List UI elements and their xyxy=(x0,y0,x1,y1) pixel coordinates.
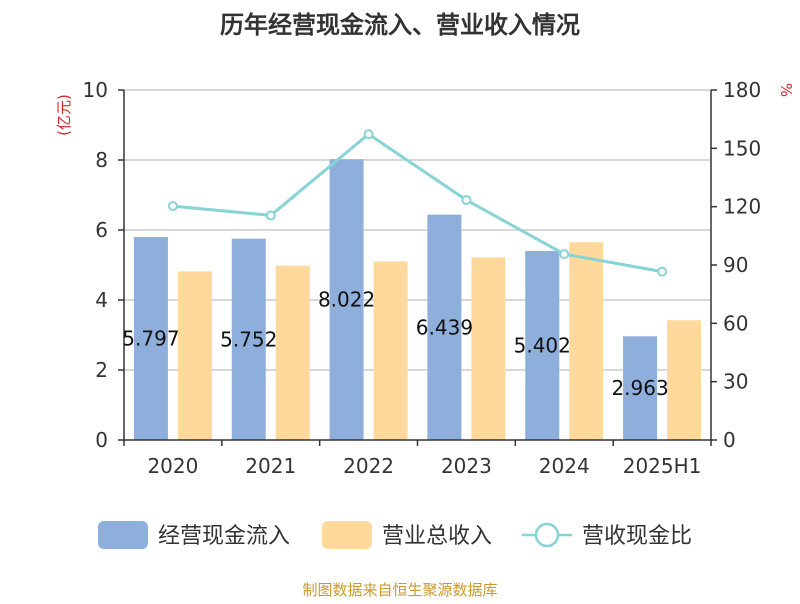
legend-swatch xyxy=(98,521,148,549)
x-tick-label: 2022 xyxy=(343,454,394,478)
legend-swatch xyxy=(322,521,372,549)
right-tick-label: 90 xyxy=(723,253,748,277)
x-tick-label: 2021 xyxy=(245,454,296,478)
bar-营业总收入 xyxy=(373,261,408,440)
legend-label: 营业总收入 xyxy=(382,524,492,549)
right-tick-label: 0 xyxy=(723,428,736,452)
chart-title: 历年经营现金流入、营业收入情况 xyxy=(220,11,580,39)
bars-layer xyxy=(133,159,702,441)
left-tick-label: 6 xyxy=(95,218,108,242)
bar-营业总收入 xyxy=(569,242,604,440)
bar-data-label: 6.439 xyxy=(416,315,473,339)
left-tick-label: 10 xyxy=(83,78,108,102)
line-营收现金比 xyxy=(172,132,663,274)
left-tick-label: 4 xyxy=(95,288,108,312)
right-tick-label: 120 xyxy=(723,195,761,219)
left-axis-unit: (亿元) xyxy=(55,94,73,136)
right-tick-label: 30 xyxy=(723,370,748,394)
right-tick-label: 60 xyxy=(723,311,748,335)
bar-经营现金流入 xyxy=(623,336,658,440)
x-tick-label: 2020 xyxy=(147,454,198,478)
right-tick-label: 180 xyxy=(723,78,761,102)
bar-营业总收入 xyxy=(275,265,310,440)
line-point xyxy=(461,195,472,206)
bar-经营现金流入 xyxy=(427,214,462,440)
legend: 经营现金流入 营业总收入 营收现金比 xyxy=(98,521,692,549)
bar-经营现金流入 xyxy=(231,238,266,440)
bar-data-label: 8.022 xyxy=(318,288,375,312)
line-point xyxy=(265,210,276,221)
bar-data-label: 5.402 xyxy=(514,333,571,357)
line-point xyxy=(559,249,570,260)
bar-经营现金流入 xyxy=(329,159,364,441)
line-point xyxy=(657,266,668,277)
bar-经营现金流入 xyxy=(133,237,168,440)
right-tick-label: 150 xyxy=(723,136,761,160)
data-labels-layer: 5.797 5.752 8.022 6.439 5.402 2.963 xyxy=(122,288,668,401)
bar-data-label: 5.752 xyxy=(220,327,277,351)
x-tick-label: 2023 xyxy=(441,454,492,478)
left-tick-label: 2 xyxy=(95,358,108,382)
bar-经营现金流入 xyxy=(525,250,560,440)
bar-营业总收入 xyxy=(471,257,506,440)
line-point xyxy=(363,129,374,140)
line-series-layer xyxy=(167,129,668,277)
legend-label: 经营现金流入 xyxy=(158,524,290,549)
axes-layer: 0 2 4 6 8 10 0 30 60 90 120 150 180 2020 2021 2022 2023 2… xyxy=(83,78,762,478)
bar-营业总收入 xyxy=(177,271,212,440)
left-tick-label: 0 xyxy=(95,428,108,452)
x-tick-label: 2025H1 xyxy=(623,454,702,478)
source-note: 制图数据来自恒生聚源数据库 xyxy=(302,581,497,599)
left-tick-label: 8 xyxy=(95,148,108,172)
legend-marker xyxy=(534,522,560,548)
right-axis-unit: % xyxy=(777,83,795,97)
bar-data-label: 2.963 xyxy=(611,376,668,400)
x-tick-label: 2024 xyxy=(539,454,590,478)
line-point xyxy=(167,201,178,212)
bar-营业总收入 xyxy=(667,320,702,440)
legend-label: 营收现金比 xyxy=(582,524,692,549)
gridlines xyxy=(124,89,711,371)
bar-data-label: 5.797 xyxy=(122,327,179,351)
